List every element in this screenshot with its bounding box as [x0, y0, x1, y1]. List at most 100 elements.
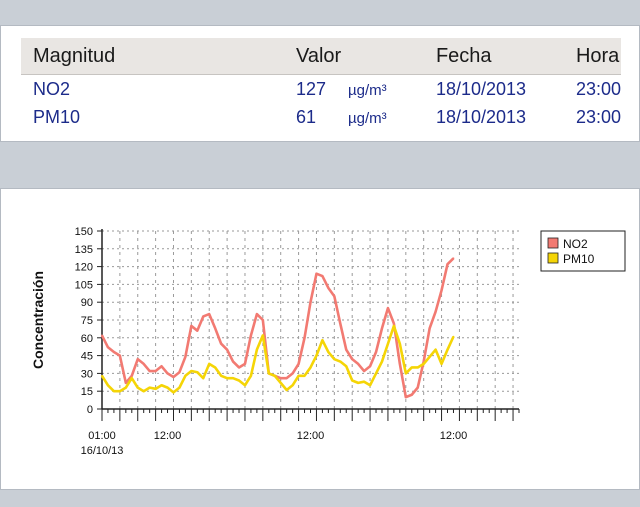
row-magnitud: PM10 [33, 106, 81, 127]
data-point-no2 [220, 342, 223, 345]
row-hora: 23:00 [575, 78, 621, 99]
data-point-no2 [136, 358, 139, 361]
data-point-no2 [130, 374, 133, 377]
data-point-pm10 [291, 384, 294, 387]
data-point-pm10 [196, 371, 199, 374]
data-point-no2 [178, 371, 181, 374]
legend-label-pm10: PM10 [563, 252, 595, 266]
data-point-pm10 [124, 386, 127, 389]
data-point-no2 [172, 376, 175, 378]
data-point-pm10 [285, 389, 288, 391]
row-valor: 61 [295, 106, 316, 127]
data-point-pm10 [327, 351, 330, 353]
data-point-no2 [404, 396, 407, 399]
data-point-no2 [154, 370, 157, 372]
data-point-no2 [142, 363, 145, 365]
data-point-no2 [416, 386, 419, 389]
data-point-no2 [160, 365, 163, 368]
data-point-pm10 [136, 386, 139, 389]
data-point-pm10 [101, 374, 103, 377]
data-point-pm10 [363, 380, 366, 383]
data-point-no2 [393, 322, 395, 325]
y-tick-label: 45 [81, 351, 93, 363]
data-point-no2 [363, 370, 366, 372]
data-point-pm10 [273, 374, 276, 377]
data-point-pm10 [357, 381, 360, 384]
header-hora: Hora [563, 38, 621, 75]
data-point-no2 [226, 348, 229, 351]
data-point-no2 [190, 325, 193, 327]
data-point-no2 [279, 377, 282, 380]
data-point-pm10 [142, 390, 145, 393]
line-chart: 0 15 30 45 60 75 90 105 120 135 150 01:00 16/10/13 12… [30, 226, 626, 457]
data-point-pm10 [428, 355, 431, 358]
data-point-pm10 [297, 374, 300, 377]
data-point-pm10 [118, 390, 121, 393]
data-point-no2 [369, 365, 371, 368]
data-point-pm10 [416, 366, 419, 369]
data-point-pm10 [410, 366, 413, 369]
data-point-no2 [428, 327, 431, 330]
data-point-no2 [398, 363, 401, 365]
row-fecha: 18/10/2013 [435, 78, 527, 99]
x-tick-label: 12:00 [154, 430, 182, 442]
data-point-pm10 [446, 348, 449, 351]
data-point-no2 [250, 334, 252, 337]
row-unit: µg/m³ [348, 81, 387, 99]
legend-swatch-no2 [547, 237, 559, 249]
header-magnitud: Magnitud [21, 38, 284, 75]
x-tick-label: 01:00 [88, 430, 116, 442]
row-magnitud: NO2 [33, 78, 71, 99]
data-point-pm10 [404, 372, 407, 375]
y-tick-label: 75 [81, 315, 93, 327]
data-point-no2 [297, 363, 300, 365]
data-point-no2 [208, 313, 211, 315]
data-point-no2 [124, 381, 127, 384]
data-point-no2 [244, 363, 246, 365]
y-tick-label: 90 [81, 297, 93, 309]
legend-label-no2: NO2 [563, 237, 588, 251]
data-point-pm10 [381, 360, 383, 363]
y-tick-label: 120 [75, 262, 93, 274]
data-point-pm10 [190, 370, 193, 372]
y-tick-label: 15 [81, 386, 93, 398]
data-point-no2 [261, 319, 264, 321]
data-point-no2 [315, 272, 318, 275]
data-point-pm10 [398, 342, 401, 345]
data-point-no2 [196, 329, 199, 332]
data-point-no2 [345, 348, 348, 351]
data-point-no2 [285, 377, 288, 380]
header-fecha: Fecha [423, 38, 564, 75]
data-point-pm10 [232, 377, 234, 380]
data-point-pm10 [148, 386, 151, 389]
data-point-no2 [375, 351, 377, 353]
data-point-pm10 [321, 339, 324, 342]
data-point-pm10 [238, 379, 240, 382]
data-point-pm10 [351, 379, 354, 382]
data-point-pm10 [184, 374, 187, 377]
data-point-no2 [381, 327, 383, 330]
y-tick-label: 150 [75, 226, 93, 238]
data-point-no2 [339, 322, 342, 325]
data-point-no2 [440, 289, 443, 292]
data-point-no2 [452, 257, 455, 260]
series-line-no2 [100, 257, 455, 399]
data-point-no2 [101, 334, 103, 337]
table-row: PM10 61 µg/m³ 18/10/2013 23:00 [21, 103, 621, 131]
data-point-pm10 [452, 335, 455, 338]
data-point-pm10 [208, 363, 211, 365]
data-point-no2 [446, 263, 449, 266]
data-point-pm10 [113, 390, 115, 393]
data-point-no2 [255, 313, 258, 315]
y-tick-label: 135 [75, 244, 93, 256]
data-point-pm10 [339, 360, 342, 363]
summary-table: Magnitud Valor Fecha Hora NO2 127 µg/m³ 1… [21, 38, 621, 131]
summary-header-row: Magnitud Valor Fecha Hora [21, 38, 621, 75]
data-point-no2 [291, 372, 294, 375]
x-tick-label: 12:00 [440, 430, 468, 442]
data-point-pm10 [172, 391, 175, 394]
row-fecha: 18/10/2013 [435, 106, 527, 127]
y-tick-label: 30 [81, 368, 93, 380]
data-point-pm10 [166, 386, 169, 389]
data-point-no2 [113, 351, 115, 353]
